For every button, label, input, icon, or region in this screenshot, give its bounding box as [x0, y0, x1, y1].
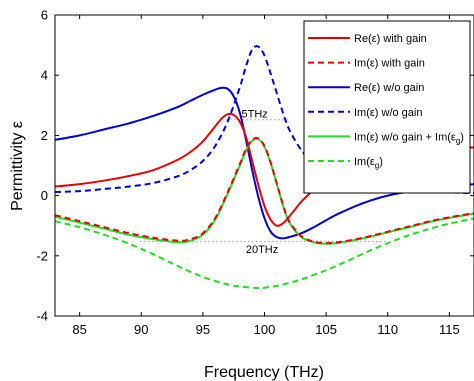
legend-box: [303, 20, 471, 194]
x-tick-label: 95: [196, 322, 210, 337]
annotations: 5THz 20THz: [242, 108, 279, 255]
legend-label: Im(ε) with gain: [354, 58, 425, 70]
annotation-label: 5THz: [242, 108, 268, 120]
series-line-3: [55, 45, 474, 195]
legend-label: Re(ε) with gain: [354, 33, 427, 45]
y-tick-label: -2: [36, 248, 48, 263]
legend-label: Re(ε) w/o gain: [354, 82, 424, 94]
legend: Re(ε) with gain Im(ε) with gain Re(ε) w/o …: [303, 20, 471, 194]
legend-label: Im(εg): [354, 156, 383, 170]
y-axis-label: Permittivity ε: [9, 121, 26, 211]
annotation-label: 20THz: [246, 244, 278, 256]
y-tick-label: 6: [41, 8, 48, 23]
legend-label: Im(ε) w/o gain: [354, 107, 422, 119]
x-tick-label: 85: [72, 322, 86, 337]
x-tick-label: 90: [134, 322, 148, 337]
x-axis: 85 90 95 100 105 110 115: [72, 15, 460, 337]
y-tick-label: -4: [36, 309, 48, 324]
series-line-2: [55, 86, 474, 240]
series-line-5: [55, 217, 474, 290]
x-tick-label: 115: [439, 322, 460, 337]
series-line-1: [55, 136, 474, 245]
y-tick-label: 4: [41, 68, 48, 83]
y-axis: -4 -2 0 2 4 6: [36, 8, 474, 324]
x-tick-label: 100: [254, 322, 276, 337]
x-axis-label: Frequency (THz): [204, 364, 324, 381]
y-tick-label: 0: [41, 188, 48, 203]
x-tick-label: 105: [315, 322, 337, 337]
legend-label: Im(ε) w/o gain + Im(εg): [354, 131, 464, 145]
y-tick-label: 2: [41, 128, 48, 143]
x-tick-label: 110: [377, 322, 398, 337]
